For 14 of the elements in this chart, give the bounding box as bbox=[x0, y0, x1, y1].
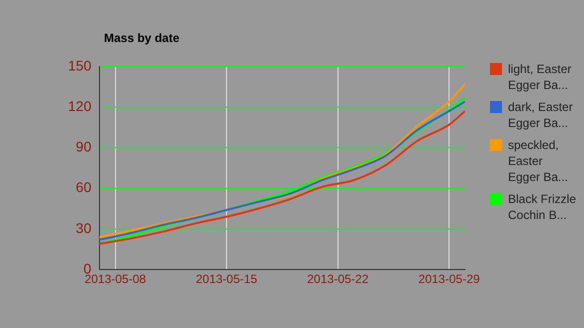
legend-label: dark, Easter Egger Ba... bbox=[508, 99, 574, 131]
x-tick-label: 2013-05-29 bbox=[418, 272, 480, 286]
y-tick-label: 30 bbox=[76, 220, 92, 236]
legend-label: Black Frizzle Cochin B... bbox=[508, 191, 576, 223]
x-tick-label: 2013-05-15 bbox=[196, 272, 258, 286]
y-tick-label: 120 bbox=[68, 98, 92, 114]
y-tick-label: 60 bbox=[76, 179, 92, 196]
legend-label: light, Easter Egger Ba... bbox=[508, 61, 572, 93]
legend-label: speckled, Easter Egger Ba... bbox=[508, 137, 570, 185]
x-tick-label: 2013-05-22 bbox=[307, 272, 369, 286]
x-tick-label: 2013-05-08 bbox=[84, 272, 146, 286]
y-tick-label: 150 bbox=[68, 57, 92, 74]
chart-title: Mass by date bbox=[104, 31, 180, 45]
y-tick-label: 90 bbox=[76, 138, 92, 155]
